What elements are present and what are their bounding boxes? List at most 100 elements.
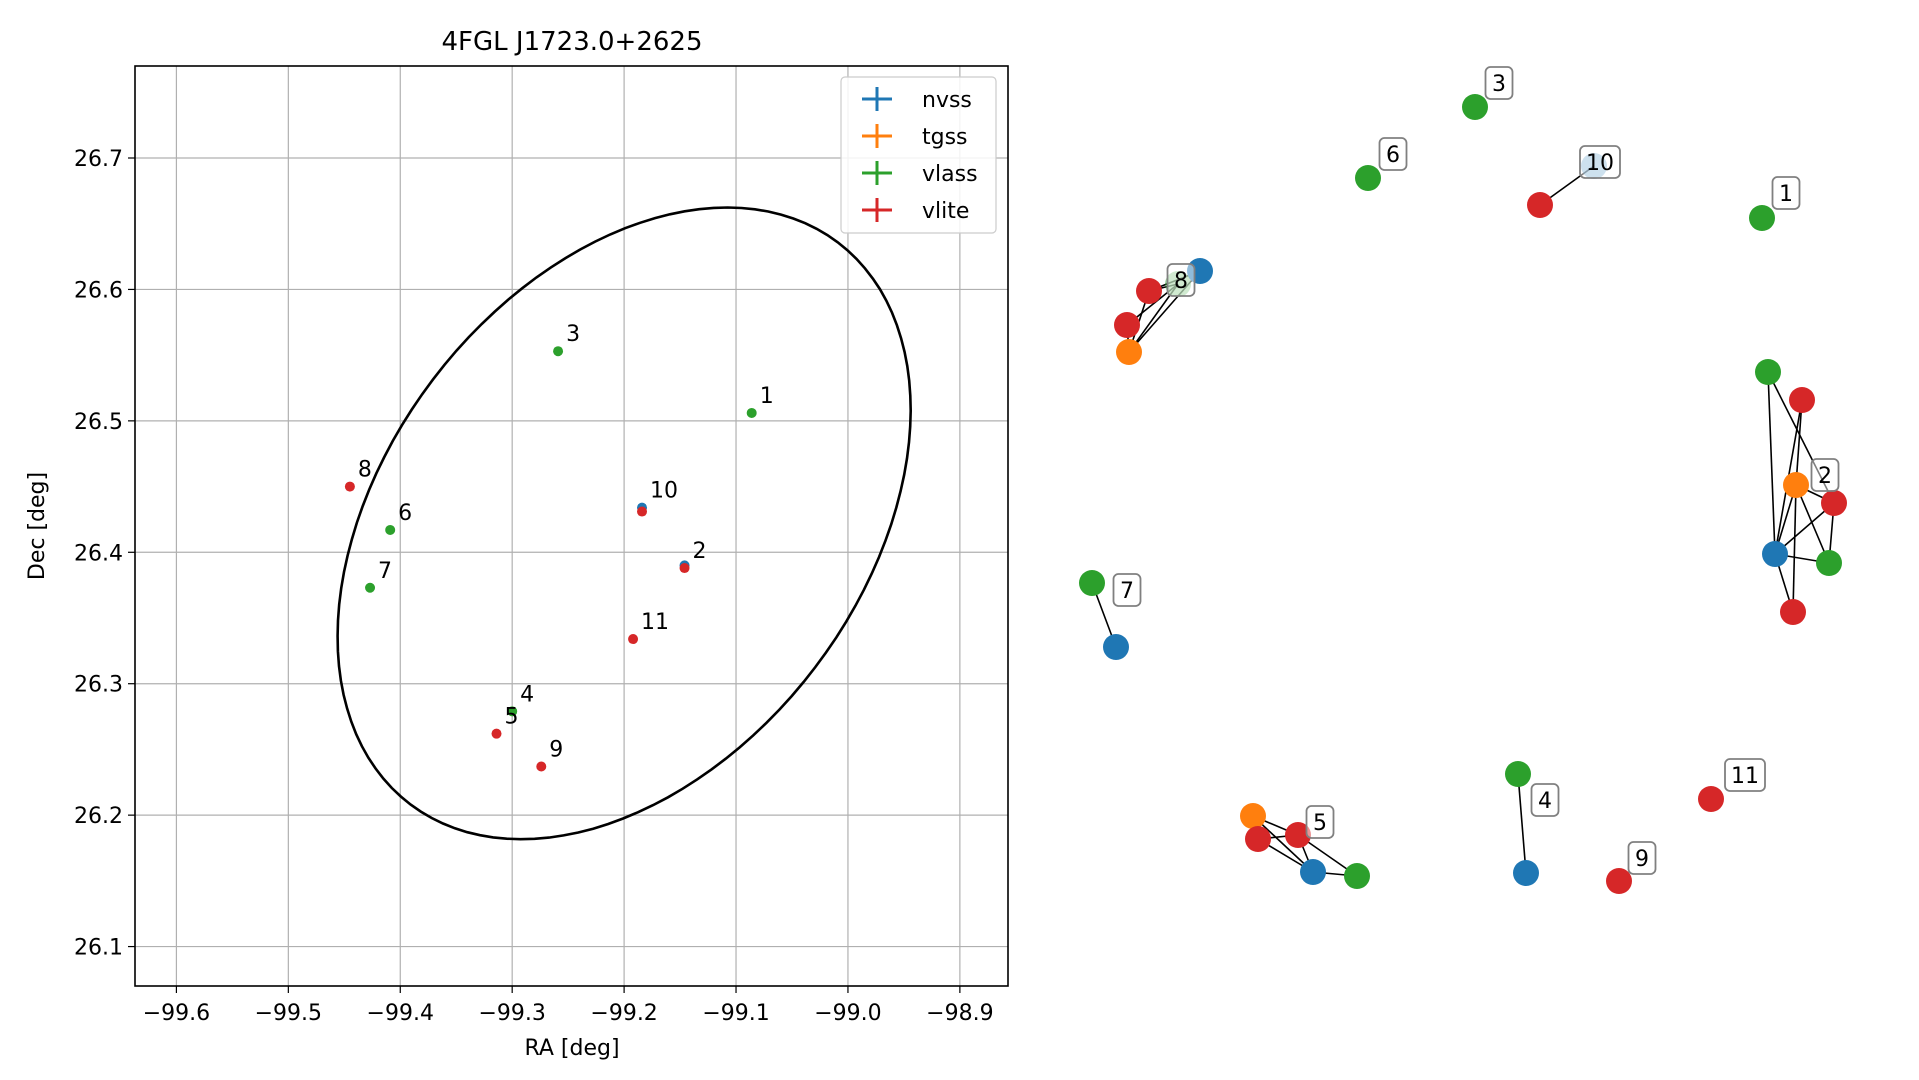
legend-items: nvss tgss vlass vlite <box>862 87 978 224</box>
node-label-box <box>1724 758 1766 792</box>
x-tick-label: −99.3 <box>478 1001 545 1026</box>
node-label: 5 <box>1305 805 1335 839</box>
x-tick-label: −99.0 <box>814 1001 881 1026</box>
node-label-text: 10 <box>1586 151 1614 176</box>
node-label-text: 3 <box>1492 72 1506 97</box>
network-node-vlite <box>1698 786 1724 812</box>
y-tick-label: 26.7 <box>74 147 123 172</box>
y-tick-label: 26.1 <box>74 936 123 961</box>
node-label: 7 <box>1112 573 1142 607</box>
point-vlite <box>491 728 502 739</box>
node-label-box <box>1579 145 1621 179</box>
network-node-vlass <box>1755 359 1781 385</box>
point-label: 7 <box>378 559 392 584</box>
network-node-vlite <box>1527 192 1553 218</box>
network-edge <box>1252 815 1314 873</box>
network-node-vlite <box>1245 826 1271 852</box>
y-axis-label: Dec [deg] <box>25 472 50 580</box>
point-label: 2 <box>693 539 707 564</box>
node-label-text: 11 <box>1731 764 1759 789</box>
node-label-box <box>1484 66 1514 100</box>
network-node-vlass <box>1505 761 1531 787</box>
node-label: 1 <box>1771 176 1801 210</box>
network-node-vlass <box>1344 863 1370 889</box>
legend-item-tgss: tgss <box>862 124 968 150</box>
node-label-box <box>1810 458 1840 492</box>
legend: nvss tgss vlass vlite <box>840 76 997 234</box>
node-label-text: 9 <box>1635 847 1649 872</box>
node-label-text: 8 <box>1174 269 1188 294</box>
point-vlass <box>746 407 757 418</box>
network-node-vlass <box>1079 570 1105 596</box>
network-edge <box>1795 399 1803 486</box>
node-label-layer: 1 2 3 4 5 6 7 8 9 10 11 <box>1112 66 1840 875</box>
point-vlite <box>628 634 639 645</box>
tick-layer: −99.6 −99.5 −99.4 −99.3 −99.2 −99.1 −99.0 −98.9… <box>74 147 994 1026</box>
network-node-nvss <box>1300 859 1326 885</box>
point-vlite <box>536 761 547 772</box>
point-vlass <box>385 524 396 535</box>
y-tick-label: 26.2 <box>74 804 123 829</box>
node-label: 10 <box>1579 145 1621 179</box>
legend-item-vlite: vlite <box>862 198 969 224</box>
node-label-box <box>1771 176 1801 210</box>
network-node-vlite <box>1285 822 1311 848</box>
node-label-text: 5 <box>1313 811 1327 836</box>
point-label: 6 <box>398 501 412 526</box>
network-node-vlite <box>1606 868 1632 894</box>
point-label: 3 <box>566 322 580 347</box>
x-tick-label: −99.5 <box>255 1001 322 1026</box>
point-vlite <box>344 481 355 492</box>
network-node-vlite <box>1780 599 1806 625</box>
node-label: 9 <box>1627 841 1657 875</box>
network-node-vlass <box>1355 165 1381 191</box>
node-label-text: 1 <box>1779 182 1793 207</box>
node-label: 4 <box>1530 783 1560 817</box>
point-label: 4 <box>520 682 534 707</box>
y-tick-label: 26.3 <box>74 673 123 698</box>
network-node-vlite <box>1821 490 1847 516</box>
chart-title: 4FGL J1723.0+2625 <box>442 27 703 57</box>
plot-frame <box>134 65 1009 987</box>
point-label: 5 <box>505 705 519 730</box>
x-axis-label: RA [deg] <box>524 1036 619 1061</box>
x-tick-label: −99.2 <box>590 1001 657 1026</box>
legend-label: tgss <box>922 125 968 150</box>
node-label-text: 6 <box>1386 143 1400 168</box>
node-label-text: 2 <box>1818 464 1832 489</box>
point-label: 8 <box>358 458 372 483</box>
network-node-nvss <box>1762 541 1788 567</box>
point-vlite <box>679 563 690 574</box>
network-panel: 1 2 3 4 5 6 7 8 9 10 11 <box>1079 66 1847 894</box>
point-vlass <box>553 346 564 357</box>
network-node-nvss <box>1513 860 1539 886</box>
node-label-text: 4 <box>1538 789 1552 814</box>
node-label: 3 <box>1484 66 1514 100</box>
node-label-box <box>1530 783 1560 817</box>
x-tick-label: −98.9 <box>926 1001 993 1026</box>
point-label: 9 <box>549 738 563 763</box>
point-vlite <box>637 506 648 517</box>
legend-label: vlass <box>922 162 978 187</box>
point-label: 1 <box>760 384 774 409</box>
node-label-box <box>1166 263 1196 297</box>
x-tick-label: −99.1 <box>702 1001 769 1026</box>
annotation-layer: 1 2 3 45 6 7 8 9 10 11 <box>358 322 774 762</box>
node-label-box <box>1112 573 1142 607</box>
network-node-vlass <box>1462 94 1488 120</box>
network-edge <box>1792 484 1797 613</box>
legend-item-vlass: vlass <box>862 161 978 187</box>
network-node-tgss <box>1116 339 1142 365</box>
node-label-box <box>1305 805 1335 839</box>
x-tick-label: −99.4 <box>367 1001 434 1026</box>
node-label: 2 <box>1810 458 1840 492</box>
legend-label: nvss <box>922 88 972 113</box>
node-label: 6 <box>1378 137 1408 171</box>
point-label: 10 <box>650 479 678 504</box>
grid-layer <box>135 66 1008 986</box>
node-label: 8 <box>1166 263 1196 297</box>
network-node-tgss <box>1240 803 1266 829</box>
legend-label: vlite <box>922 199 969 224</box>
y-tick-label: 26.5 <box>74 410 123 435</box>
